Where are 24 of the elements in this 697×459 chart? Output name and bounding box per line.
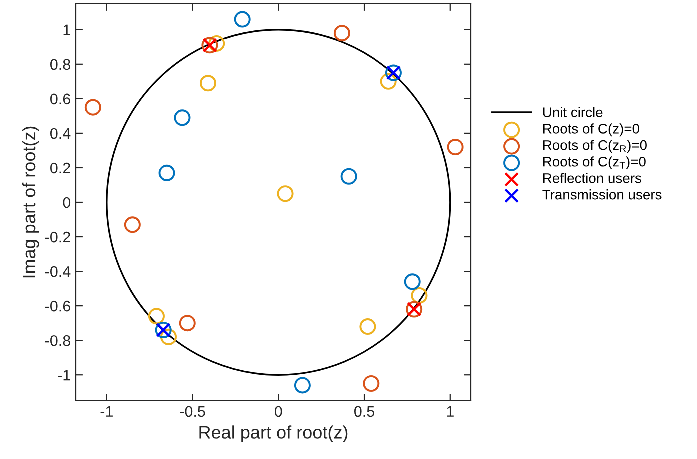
y-tick-label: 1 [64,24,70,36]
y-tick-label: -0.8 [45,335,70,346]
x-tick-label: -1 [100,406,113,417]
y-tick-label: 0.2 [50,162,70,174]
y-tick-label: 0.6 [50,94,70,105]
x-tick-label: 0 [275,406,282,418]
x-axis-title: Real part of root(z) [200,426,348,442]
y-tick-label: -1 [58,370,70,381]
x-tick-label: 1 [447,406,454,417]
y-tick-label: 0.4 [50,128,71,140]
y-tick-label: 0.8 [50,59,70,70]
legend-label: Roots of C(z$_{R}$)=0 [543,140,647,154]
y-tick-label: -0.4 [45,266,71,278]
text: Unit circle [543,107,603,118]
legend-label: Reflection users [543,173,642,184]
legend-label: Transmission users [542,190,662,200]
x-tick-label: -0.5 [180,406,206,418]
y-tick-label: -0.6 [45,300,70,312]
legend-label: Roots of C(z$_{T}$)=0 [543,156,646,170]
y-axis-title: Imag part of root(z) [22,126,40,278]
y-tick-label: 0 [63,197,71,208]
y-tick-label: -0.2 [45,232,70,243]
legend-label: Roots of C(z)=0 [543,124,640,137]
x-tick-label: 0.5 [354,406,374,418]
